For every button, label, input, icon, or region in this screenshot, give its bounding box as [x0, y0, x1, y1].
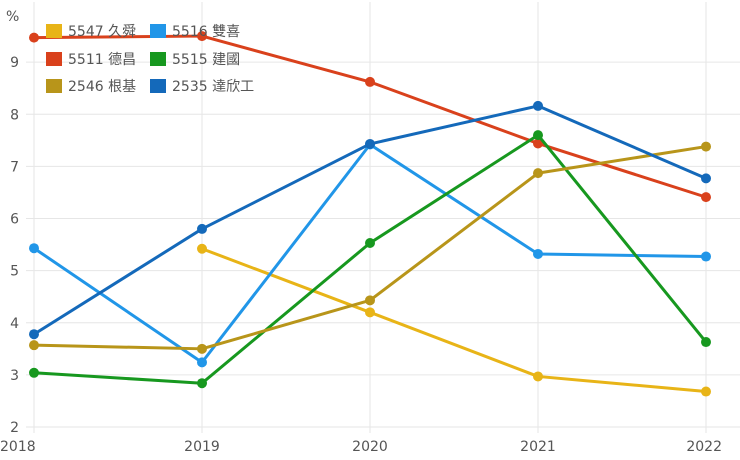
legend-item: 5547 久舜 — [46, 24, 136, 40]
legend-swatch — [46, 52, 62, 66]
data-point — [701, 337, 711, 348]
legend-label: 2535 達欣工 — [172, 79, 254, 95]
series-group — [29, 141, 711, 354]
legend-swatch — [150, 52, 166, 66]
x-tick-label: 2022 — [686, 439, 722, 455]
data-point — [533, 371, 543, 382]
data-point — [29, 367, 39, 378]
y-tick-label: 4 — [10, 316, 19, 332]
legend: 5547 久舜 5516 雙喜 5511 德昌 5515 建國 2546 根基 2535 … — [46, 24, 254, 95]
data-point — [197, 31, 207, 42]
y-tick-label: 7 — [10, 159, 19, 175]
series-group — [29, 31, 711, 203]
data-point — [701, 173, 711, 184]
y-axis-unit-label: % — [6, 9, 19, 25]
legend-item: 2535 達欣工 — [150, 79, 254, 95]
legend-label: 5511 德昌 — [68, 52, 136, 68]
data-point — [365, 237, 375, 248]
series-group — [29, 100, 711, 340]
data-point — [29, 243, 39, 254]
data-point — [365, 76, 375, 87]
legend-item: 5515 建國 — [150, 52, 240, 68]
legend-swatch — [46, 79, 62, 93]
y-tick-label: 2 — [10, 420, 19, 436]
legend-label: 5516 雙喜 — [172, 24, 240, 40]
y-tick-label: 9 — [10, 55, 19, 71]
x-tick-label: 2019 — [184, 439, 220, 455]
data-point — [701, 141, 711, 152]
legend-swatch — [150, 79, 166, 93]
legend-label: 2546 根基 — [68, 78, 136, 95]
data-point — [701, 251, 711, 262]
x-tick-label: 2018 — [0, 439, 36, 455]
y-tick-label: 8 — [10, 107, 19, 123]
data-point — [197, 223, 207, 234]
legend-swatch — [46, 24, 62, 38]
data-point — [533, 100, 543, 111]
data-point — [197, 243, 207, 254]
data-point — [365, 307, 375, 318]
data-point — [365, 295, 375, 306]
legend-label: 5515 建國 — [172, 52, 240, 68]
y-tick-label: 3 — [10, 368, 19, 384]
data-point — [533, 248, 543, 259]
y-tick-label: 5 — [10, 264, 19, 280]
data-point — [197, 357, 207, 368]
legend-swatch — [150, 24, 166, 38]
series-group — [197, 243, 711, 397]
data-point — [197, 343, 207, 354]
data-point — [533, 130, 543, 141]
data-point — [701, 386, 711, 397]
data-point — [701, 192, 711, 203]
legend-item: 5511 德昌 — [46, 52, 136, 68]
x-tick-label: 2020 — [352, 439, 388, 455]
data-point — [29, 329, 39, 340]
series-group — [29, 130, 711, 389]
legend-item: 5516 雙喜 — [150, 24, 240, 40]
y-axis-ticks: 2 3 4 5 6 7 8 9 — [10, 55, 19, 436]
y-tick-label: 6 — [10, 212, 19, 228]
x-tick-label: 2021 — [520, 439, 556, 455]
series-line — [200, 247, 708, 394]
data-point — [197, 378, 207, 389]
data-point — [533, 168, 543, 179]
x-axis-ticks: 2018 2019 2020 2021 2022 — [0, 439, 722, 455]
series-lines — [29, 31, 711, 397]
data-point — [29, 32, 39, 43]
data-point — [365, 138, 375, 149]
data-point — [29, 340, 39, 351]
data-point — [533, 138, 543, 149]
legend-item: 2546 根基 — [46, 78, 136, 95]
legend-label: 5547 久舜 — [68, 24, 136, 40]
